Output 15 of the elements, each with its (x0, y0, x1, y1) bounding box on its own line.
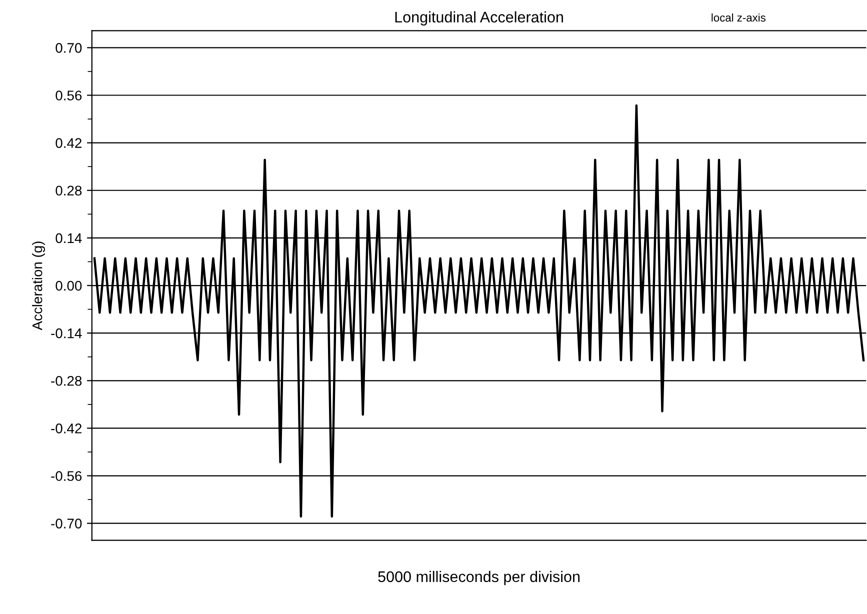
y-tick-label: 0.56 (56, 90, 82, 100)
y-tick-label: 0.14 (56, 233, 82, 244)
chart-title: Longitudinal Acceleration (395, 11, 563, 26)
y-tick-label: -0.42 (51, 424, 82, 434)
text: local z-axis (712, 13, 766, 22)
y-axis-title: Accleration (g) (32, 242, 45, 330)
y-tick-label: -0.28 (51, 376, 82, 386)
y-tick-label: 0.28 (56, 186, 82, 196)
y-tick-label: 0.42 (56, 138, 82, 148)
y-tick-label: -0.14 (51, 328, 82, 338)
y-tick-label: 0.70 (56, 43, 82, 53)
x-axis-title: 5000 milliseconds per division (378, 570, 580, 586)
y-tick-label: -0.56 (51, 471, 82, 481)
y-tick-label: 0.00 (56, 280, 82, 291)
y-tick-label: -0.70 (51, 518, 82, 528)
